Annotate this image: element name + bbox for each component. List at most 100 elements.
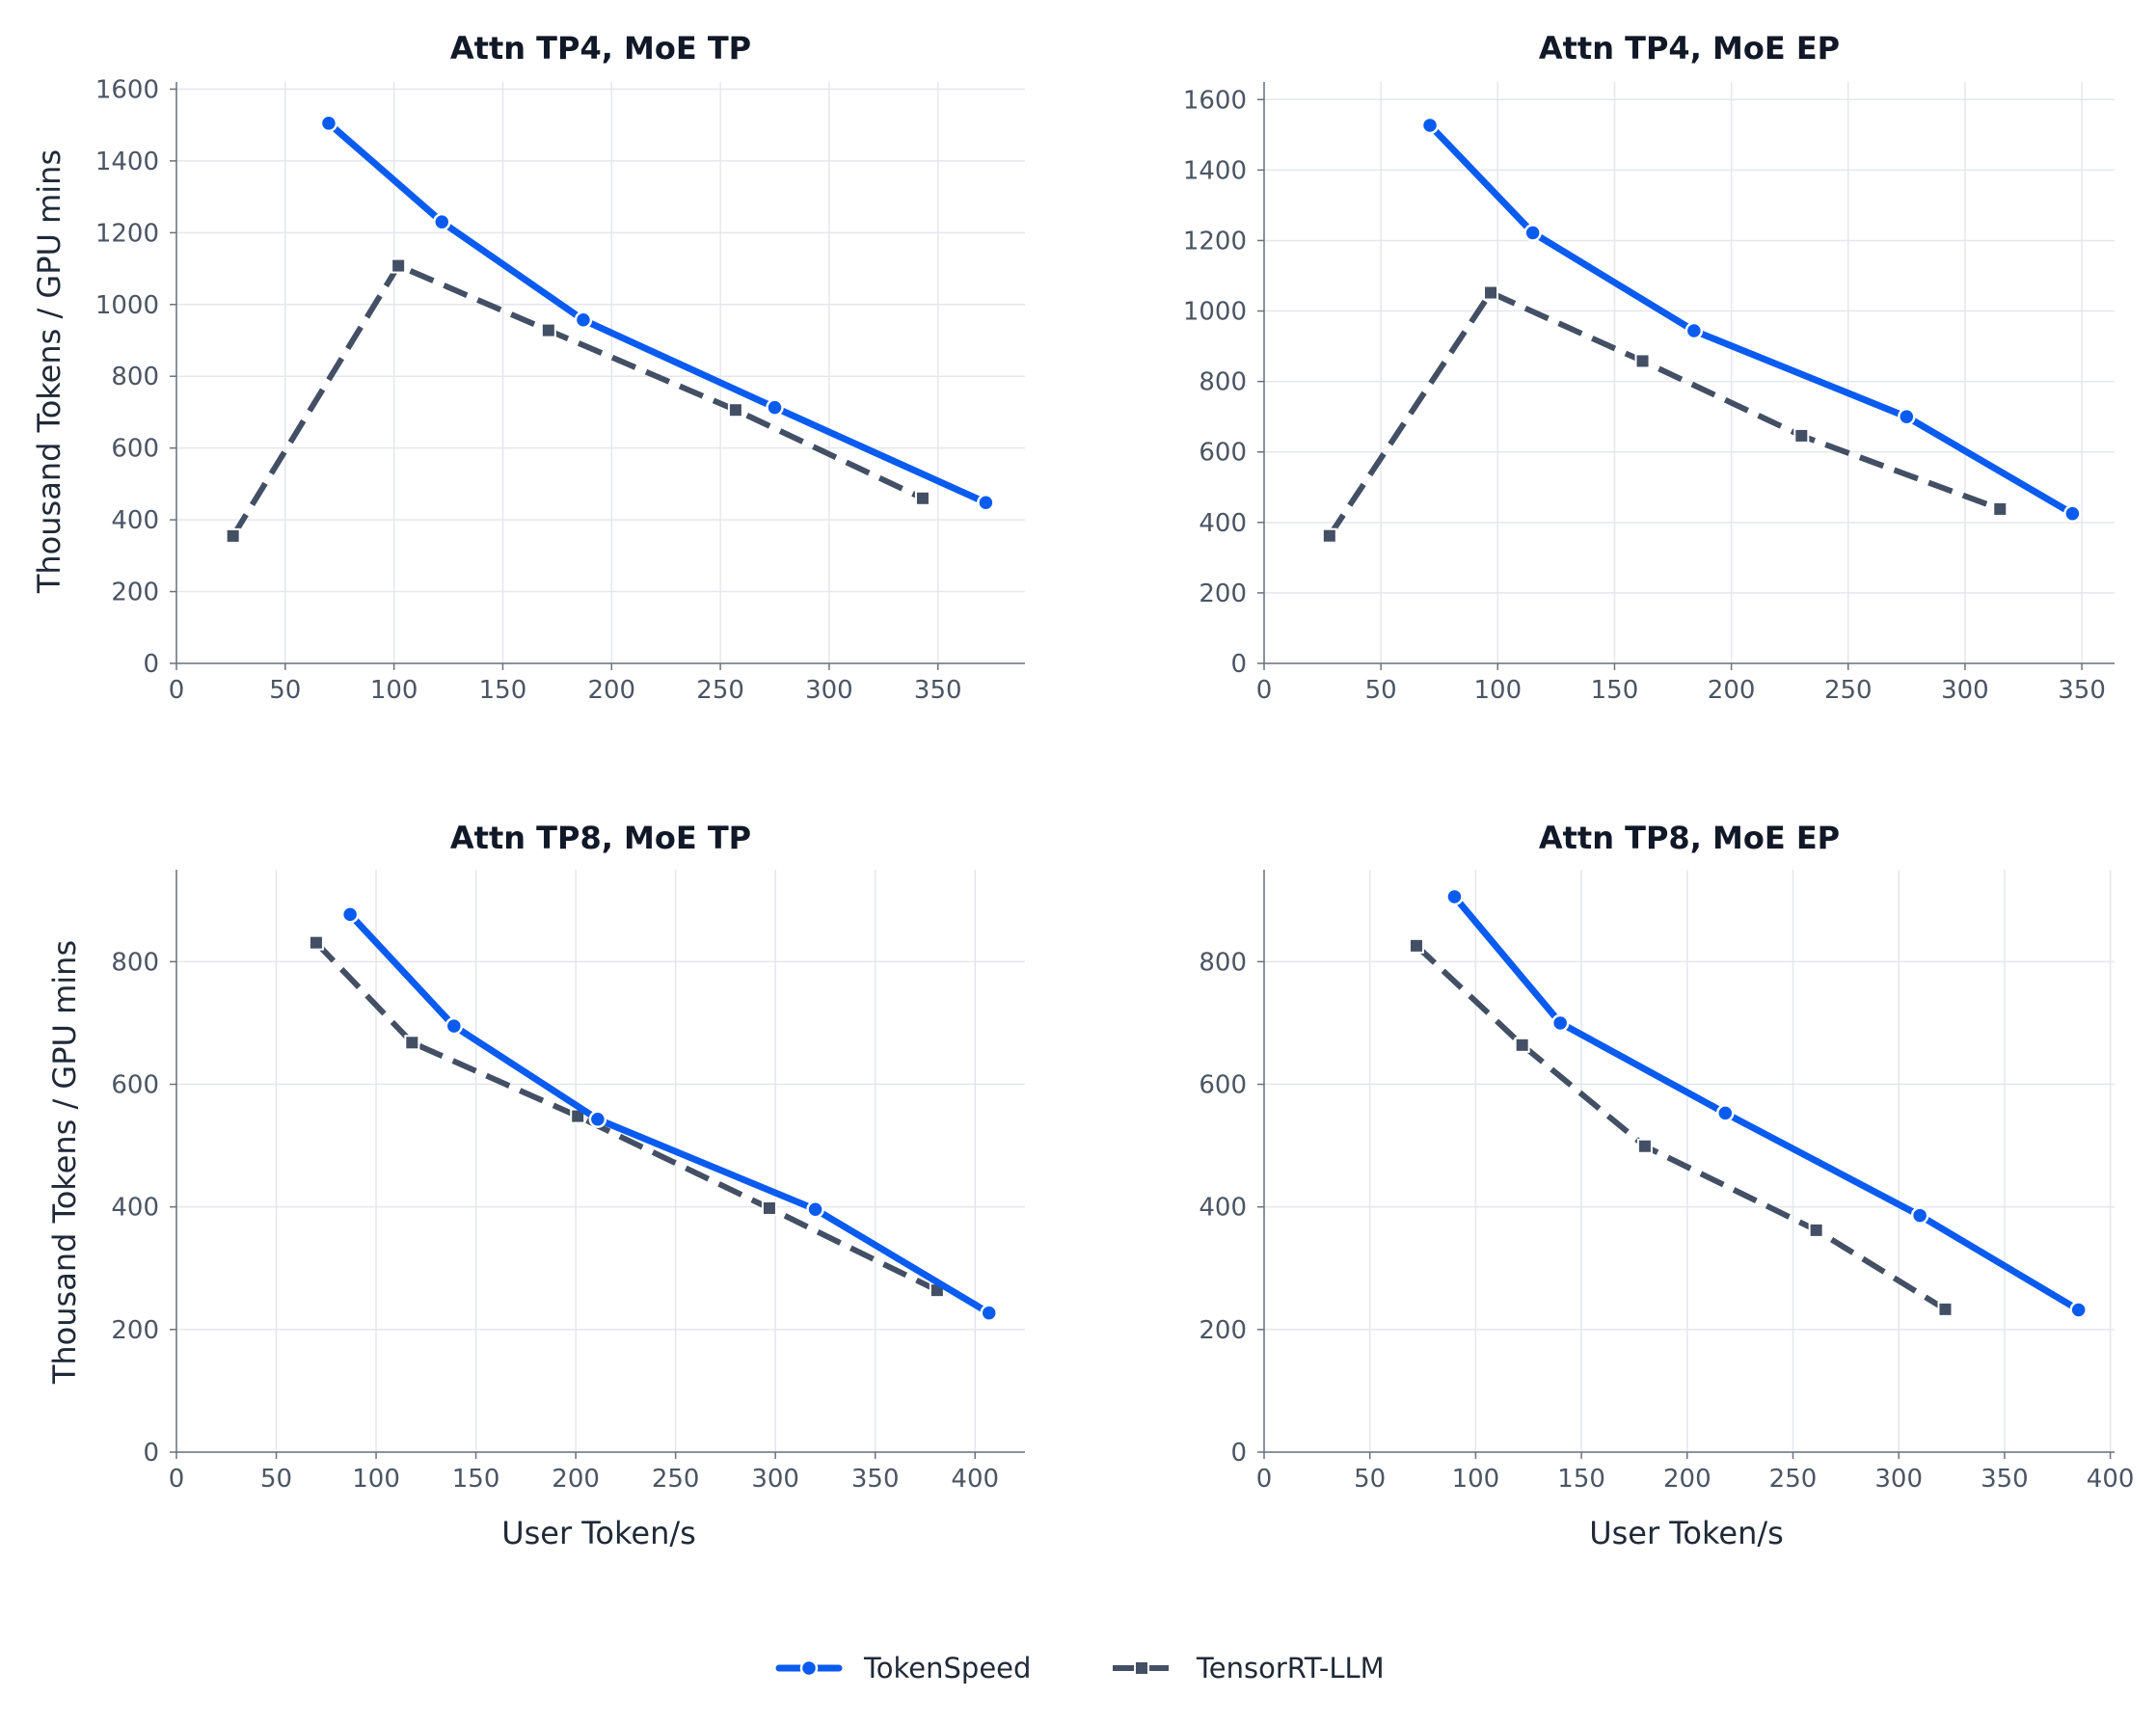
data-point-tokenspeed: [1420, 116, 1440, 135]
x-tick-label: 300: [1941, 676, 1989, 705]
x-tick-label: 150: [1557, 1465, 1605, 1494]
legend-label-tensorrt-llm: TensorRT-LLM: [1196, 1652, 1385, 1685]
y-tick-label: 1600: [1183, 86, 1247, 115]
x-tick-label: 200: [1708, 676, 1756, 705]
data-point-tensorrt-llm: [1992, 500, 2008, 517]
y-tick-label: 200: [111, 579, 159, 607]
y-tick-label: 0: [1230, 650, 1247, 679]
y-tick-label: 0: [1230, 1439, 1247, 1468]
subplot-attn-tp4-moe-ep: Attn TP4, MoE EP: [1539, 30, 1840, 67]
x-tick-label: 350: [1981, 1465, 2029, 1494]
x-axis-label: User Token/s: [1589, 1515, 1784, 1551]
legend-marker-circle: [799, 1658, 819, 1678]
x-tick-label: 200: [552, 1465, 600, 1494]
y-tick-label: 200: [1199, 579, 1247, 608]
legend-item-tokenspeed[interactable]: TokenSpeed: [775, 1652, 1031, 1685]
y-axis-label: Thousand Tokens / GPU mins: [31, 149, 67, 594]
data-point-tokenspeed: [1898, 407, 1916, 426]
x-tick-label: 250: [1769, 1465, 1818, 1494]
plot-area-3: 0 50 100 150 200 250 300 350 400 0 200 400 600 800: [1199, 870, 2134, 1494]
y-tick-label: 600: [1199, 439, 1247, 468]
x-tick-label: 350: [2058, 676, 2106, 705]
x-tick-label: 200: [1663, 1465, 1711, 1494]
x-tick-label: 100: [1452, 1465, 1500, 1494]
data-point-tokenspeed: [806, 1199, 824, 1219]
y-tick-label: 1400: [1183, 156, 1247, 185]
y-tick-label: 0: [143, 1439, 159, 1468]
data-point-tensorrt-llm: [1793, 427, 1810, 444]
subplot-title: Attn TP8, MoE TP: [450, 820, 751, 856]
data-point-tensorrt-llm: [1514, 1037, 1530, 1053]
data-point-tokenspeed: [2063, 504, 2082, 523]
x-tick-label: 0: [1256, 676, 1273, 705]
legend-marker-square: [1134, 1660, 1149, 1676]
subplot-attn-tp8-moe-tp: Attn TP8, MoE TP Thousand Tokens / GPU m…: [46, 820, 751, 1551]
data-point-tensorrt-llm: [1321, 527, 1337, 544]
data-point-tokenspeed: [2069, 1301, 2088, 1319]
x-tick-label: 300: [1874, 1465, 1923, 1494]
y-tick-label: 1600: [95, 75, 159, 104]
x-tick-label: 400: [2087, 1465, 2135, 1494]
data-point-tokenspeed: [1684, 321, 1704, 340]
y-tick-label: 400: [1199, 509, 1247, 538]
data-point-tensorrt-llm: [225, 527, 241, 544]
x-tick-label: 150: [452, 1465, 500, 1494]
x-tick-label: 250: [652, 1465, 700, 1494]
x-tick-label: 50: [1365, 676, 1397, 705]
y-tick-label: 1400: [95, 148, 159, 176]
y-tick-label: 800: [111, 363, 159, 391]
data-point-tokenspeed: [980, 1304, 998, 1322]
y-tick-label: 600: [111, 1071, 159, 1100]
x-tick-label: 350: [851, 1465, 900, 1494]
x-tick-label: 250: [696, 676, 744, 705]
y-tick-label: 0: [143, 650, 159, 679]
subplot-title: Attn TP4, MoE TP: [450, 30, 751, 67]
data-point-tensorrt-llm: [308, 934, 324, 951]
data-point-tokenspeed: [766, 398, 784, 417]
x-tick-label: 50: [269, 676, 301, 705]
x-tick-label: 400: [951, 1465, 999, 1494]
x-tick-label: 350: [914, 676, 962, 705]
data-point-tensorrt-llm: [914, 490, 930, 506]
x-tick-label: 250: [1824, 676, 1873, 705]
x-tick-label: 50: [1354, 1465, 1386, 1494]
data-point-tokenspeed: [1910, 1206, 1929, 1225]
y-tick-label: 600: [1199, 1071, 1247, 1100]
data-point-tensorrt-llm: [1937, 1301, 1954, 1317]
data-point-tokenspeed: [445, 1016, 464, 1036]
subplot-attn-tp4-moe-tp: Attn TP4, MoE TP Thousand Tokens / GPU m…: [31, 30, 751, 594]
data-point-tokenspeed: [588, 1110, 607, 1129]
data-point-tokenspeed: [574, 310, 593, 330]
data-point-tokenspeed: [1716, 1104, 1735, 1122]
x-tick-label: 0: [169, 676, 185, 705]
data-point-tensorrt-llm: [391, 257, 407, 274]
subplot-attn-tp8-moe-ep: Attn TP8, MoE EP User Token/s: [1539, 820, 1840, 1551]
y-tick-label: 200: [1199, 1316, 1247, 1345]
plot-area-1: 0 50 100 150 200 250 300 350 0 200 400 600 800 1000 12…: [1183, 82, 2115, 705]
series-line-tokenspeed: [325, 120, 989, 506]
legend-label-tokenspeed: TokenSpeed: [863, 1652, 1031, 1685]
data-point-tensorrt-llm: [1408, 937, 1424, 954]
plot-area-0: 0 50 100 150 200 250 300 350 0 200 400 600 800 1000 12…: [95, 75, 1025, 705]
data-point-tensorrt-llm: [1483, 284, 1499, 301]
data-point-tokenspeed: [319, 114, 338, 133]
plot-area-2: 0 50 100 150 200 250 300 350 400 0 200 400 600 800: [111, 870, 1025, 1494]
data-point-tokenspeed: [977, 493, 995, 512]
subplot-title: Attn TP8, MoE EP: [1539, 820, 1840, 856]
legend: TokenSpeed TensorRT-LLM: [775, 1652, 1385, 1685]
series-line-tokenspeed: [1426, 121, 2076, 518]
data-point-tensorrt-llm: [1808, 1222, 1824, 1238]
legend-item-tensorrt-llm[interactable]: TensorRT-LLM: [1113, 1652, 1385, 1685]
x-tick-label: 100: [1473, 676, 1522, 705]
x-tick-label: 50: [260, 1465, 292, 1494]
data-point-tensorrt-llm: [1634, 353, 1651, 369]
x-tick-label: 150: [479, 676, 527, 705]
series-line-tokenspeed: [1451, 893, 2083, 1313]
series-line-tokenspeed: [346, 910, 993, 1317]
data-point-tensorrt-llm: [727, 402, 743, 418]
x-tick-label: 300: [805, 676, 853, 705]
data-point-tensorrt-llm: [540, 322, 556, 338]
y-tick-label: 1000: [1183, 298, 1247, 327]
x-tick-label: 100: [370, 676, 418, 705]
y-tick-label: 1000: [95, 291, 159, 320]
